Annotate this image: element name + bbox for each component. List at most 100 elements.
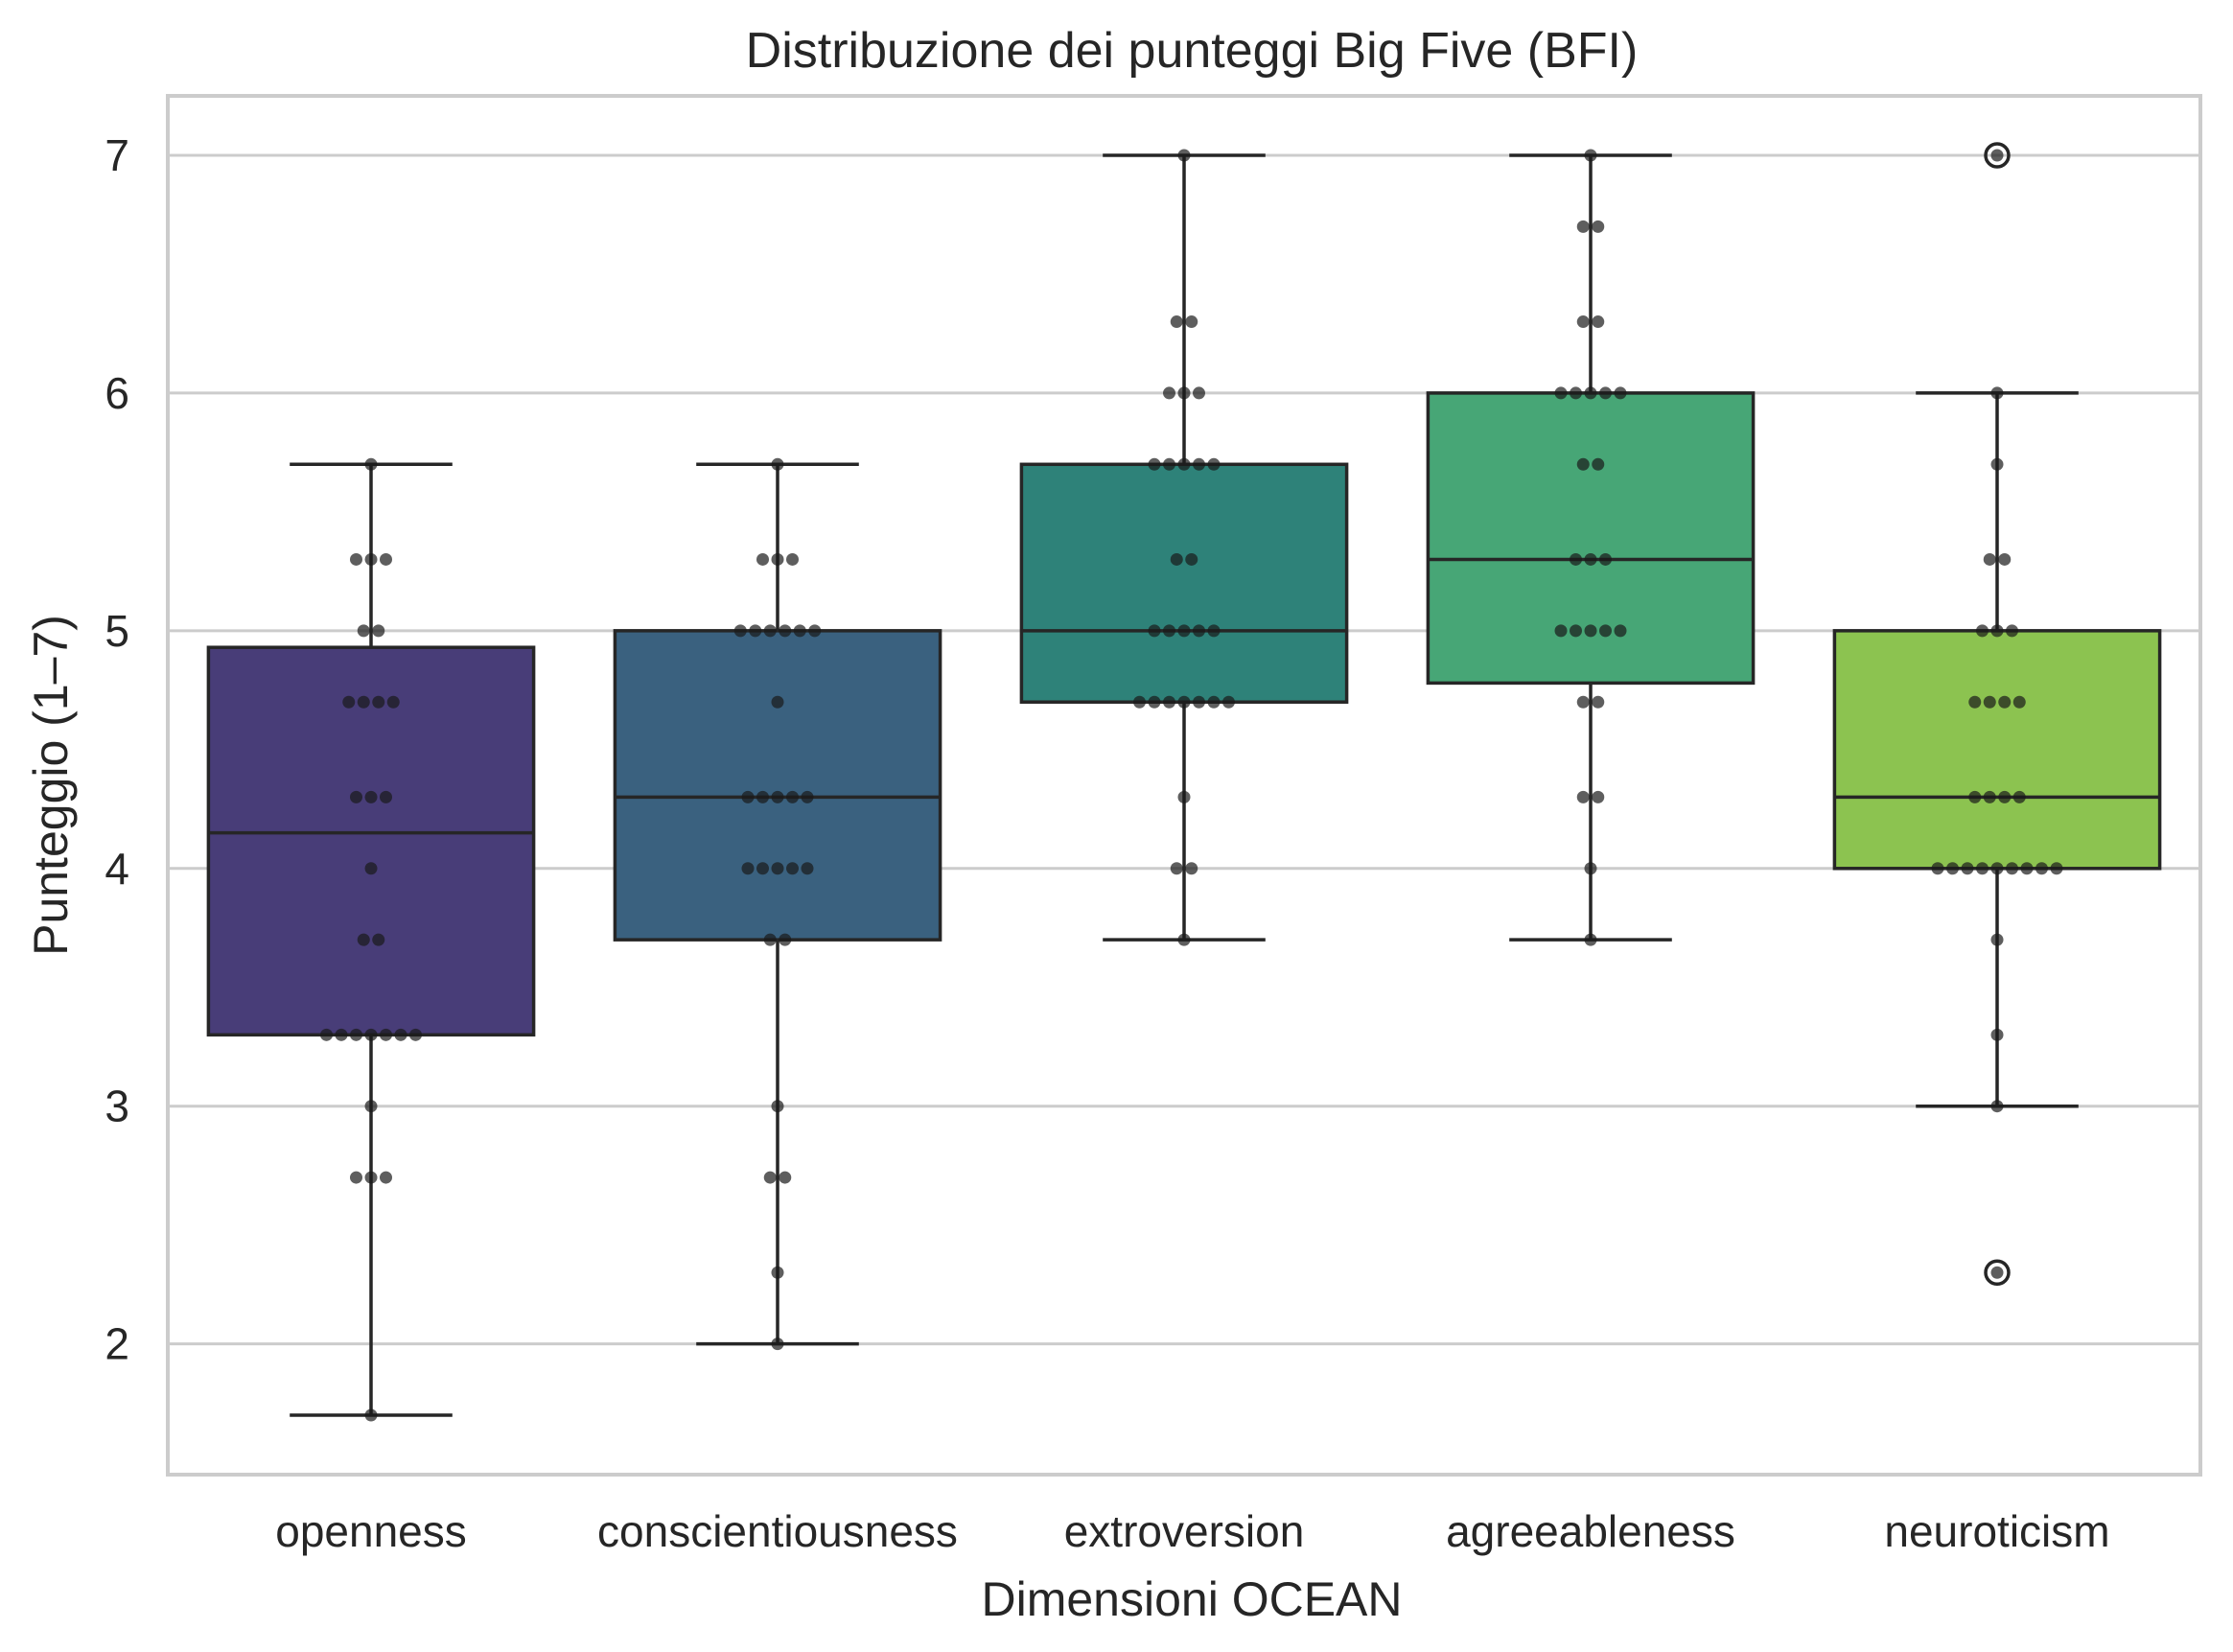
data-point (1576, 457, 1590, 471)
data-point (350, 552, 362, 566)
data-point (364, 1171, 378, 1184)
data-point (409, 1028, 422, 1041)
data-point (1584, 624, 1597, 638)
data-point (1584, 149, 1597, 162)
data-point (364, 862, 378, 875)
data-point (1193, 386, 1205, 400)
box-group-agreeableness (1426, 153, 1756, 942)
data-point (1592, 695, 1605, 709)
data-point (741, 862, 755, 875)
data-point (1170, 315, 1183, 329)
y-tick-label: 7 (105, 130, 129, 180)
data-point (1599, 624, 1612, 638)
data-point (1968, 695, 1982, 709)
data-point (350, 1028, 362, 1041)
data-point (2006, 862, 2018, 875)
data-point (2006, 624, 2018, 638)
data-point (1990, 386, 2004, 400)
x-tick-label: agreeableness (1446, 1506, 1735, 1556)
data-point (1554, 386, 1568, 400)
data-point (380, 1028, 392, 1041)
data-point (1983, 695, 1996, 709)
y-tick-label: 2 (105, 1319, 129, 1369)
data-point (756, 862, 769, 875)
data-point (733, 624, 747, 638)
data-point (1576, 790, 1590, 803)
y-tick-label: 5 (105, 606, 129, 656)
data-point (771, 552, 784, 566)
box-group-neuroticism (1832, 142, 2162, 1287)
data-point (1570, 386, 1582, 400)
box-group-conscientiousness (613, 462, 942, 1346)
outlier-marker (1984, 1259, 2011, 1287)
data-point (1998, 790, 2012, 803)
data-point (1990, 862, 2004, 875)
boxes-layer (206, 142, 2162, 1417)
data-point (779, 1171, 792, 1184)
data-point (1185, 315, 1198, 329)
data-point (1185, 862, 1198, 875)
data-point (1207, 457, 1221, 471)
data-point (1592, 790, 1605, 803)
data-point (364, 1408, 378, 1422)
data-point (1584, 933, 1597, 946)
data-point (2050, 862, 2063, 875)
iqr-box (1832, 629, 2162, 871)
data-point (801, 790, 814, 803)
x-tick-label: conscientiousness (597, 1506, 958, 1556)
plot-frame (166, 94, 2202, 1477)
outlier-marker (1984, 142, 2011, 169)
data-point (386, 695, 400, 709)
x-tick-label: openness (275, 1506, 467, 1556)
data-point (1990, 457, 2004, 471)
data-point (1576, 220, 1590, 233)
data-point (350, 790, 362, 803)
y-tick-label: 3 (105, 1082, 129, 1131)
x-tick-labels: openness conscientiousness extroversion agr… (275, 1506, 2109, 1556)
data-point (763, 1171, 777, 1184)
data-point (779, 624, 792, 638)
data-point (364, 1100, 378, 1113)
data-point (364, 790, 378, 803)
data-point (1576, 315, 1590, 329)
data-point (1163, 624, 1175, 638)
data-point (1163, 386, 1175, 400)
data-point (786, 552, 799, 566)
data-point (771, 790, 784, 803)
data-point (1931, 862, 1944, 875)
data-point (1961, 862, 1974, 875)
data-point (1570, 552, 1582, 566)
data-point (342, 695, 356, 709)
data-point (1177, 695, 1191, 709)
data-point (1177, 386, 1191, 400)
data-point (1170, 862, 1183, 875)
y-tick-labels: 2 3 4 5 6 7 (105, 130, 129, 1369)
data-point (763, 624, 777, 638)
data-point (2012, 695, 2026, 709)
x-axis-label: Dimensioni OCEAN (981, 1572, 1402, 1626)
data-point (1946, 862, 1959, 875)
data-point (786, 790, 799, 803)
data-point (320, 1028, 333, 1041)
data-point (756, 790, 769, 803)
data-point (1990, 624, 2004, 638)
data-point (749, 624, 762, 638)
data-point (1584, 386, 1597, 400)
data-point (1584, 862, 1597, 875)
data-point (364, 457, 378, 471)
y-tick-label: 4 (105, 844, 129, 894)
box-group-extroversion (1019, 153, 1349, 942)
swarm-group-conscientiousness (733, 457, 822, 1351)
chart-title: Distribuzione dei punteggi Big Five (BFI… (746, 23, 1639, 79)
iqr-box (1426, 391, 1756, 686)
data-point (741, 790, 755, 803)
data-point (763, 933, 777, 946)
swarm-group-neuroticism (1931, 149, 2063, 1279)
data-point (1177, 933, 1191, 946)
data-point (1998, 695, 2012, 709)
data-point (1990, 933, 2004, 946)
data-point (1614, 624, 1627, 638)
data-point (394, 1028, 407, 1041)
data-point (1976, 862, 1989, 875)
data-point (779, 933, 792, 946)
